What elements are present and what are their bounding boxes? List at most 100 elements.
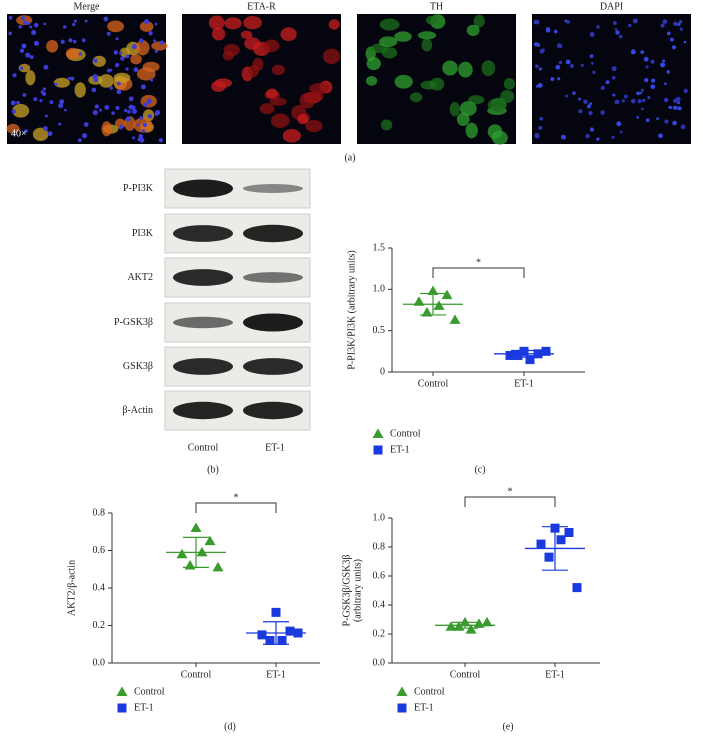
cell: [248, 64, 259, 78]
nucleus: [146, 98, 152, 104]
cell: [142, 61, 160, 72]
nucleus: [662, 19, 668, 24]
point: [285, 626, 295, 636]
blot-band: [173, 358, 233, 375]
nucleus: [557, 77, 561, 81]
error-bar: [420, 292, 446, 316]
nucleus: [677, 101, 681, 105]
nucleus: [535, 85, 539, 88]
y-axis-label: P-GSK3β/GSK3β: [341, 555, 352, 627]
x-tick-label: Control: [181, 669, 212, 680]
cell: [305, 119, 323, 133]
point: [413, 296, 425, 306]
nucleus: [115, 37, 119, 41]
cell: [328, 19, 340, 30]
nucleus: [123, 108, 128, 113]
nucleus: [19, 48, 25, 53]
nucleus: [155, 110, 161, 116]
nucleus: [111, 111, 115, 115]
nucleus: [663, 97, 669, 103]
nucleus: [120, 56, 125, 61]
cell: [381, 47, 398, 59]
nucleus: [630, 49, 636, 55]
nucleus: [78, 52, 82, 56]
nucleus: [660, 23, 665, 28]
cell: [135, 40, 150, 56]
cell: [466, 24, 480, 36]
nucleus: [12, 73, 17, 78]
blot-row-label: P-GSK3β: [114, 317, 153, 328]
nucleus: [99, 108, 102, 112]
nucleus: [550, 77, 555, 82]
nucleus: [42, 87, 47, 91]
nucleus: [142, 122, 148, 128]
nucleus: [49, 100, 54, 105]
nucleus: [680, 124, 686, 130]
cell: [366, 75, 378, 86]
blot-band: [243, 272, 303, 283]
nucleus: [94, 104, 99, 109]
nucleus: [669, 37, 674, 42]
point: [481, 616, 493, 627]
cell: [458, 61, 473, 78]
cell: [269, 97, 287, 106]
nucleus: [62, 25, 67, 29]
cell: [214, 78, 233, 88]
nucleus: [58, 122, 62, 126]
image-label: ETA-R: [247, 1, 276, 12]
cell: [417, 31, 437, 40]
image-label: TH: [430, 1, 443, 12]
nucleus: [8, 15, 13, 20]
cell: [53, 77, 70, 88]
nucleus: [650, 59, 655, 64]
nucleus: [93, 58, 98, 63]
cell: [224, 17, 242, 30]
point: [196, 546, 208, 557]
nucleus: [588, 110, 593, 116]
nucleus: [683, 88, 688, 94]
nucleus: [675, 96, 681, 102]
nucleus: [640, 50, 645, 55]
cell: [503, 77, 516, 90]
nucleus: [560, 134, 566, 140]
cell: [25, 70, 36, 86]
nucleus: [619, 130, 623, 134]
nucleus: [70, 76, 75, 81]
cell: [107, 20, 125, 33]
nucleus: [639, 91, 643, 95]
error-bar: [183, 536, 209, 568]
cell: [208, 15, 225, 31]
nucleus: [589, 127, 595, 132]
nucleus: [640, 88, 645, 92]
panel-label: (a): [344, 152, 355, 163]
nucleus: [33, 97, 38, 102]
nucleus: [679, 20, 683, 24]
significance-mark: *: [508, 486, 513, 497]
nucleus: [555, 64, 561, 70]
nucleus: [590, 62, 594, 65]
nucleus: [106, 31, 111, 36]
point: [397, 703, 407, 713]
x-tick-label: Control: [450, 669, 481, 680]
blot-band: [173, 179, 233, 198]
nucleus: [64, 108, 67, 112]
nucleus: [16, 100, 20, 105]
panel-label: (e): [502, 721, 513, 732]
nucleus: [154, 49, 158, 53]
point: [513, 350, 523, 360]
nucleus: [27, 22, 31, 25]
nucleus: [664, 119, 669, 124]
nucleus: [83, 122, 89, 127]
y-axis-label: P-PI3K/PI3K (arbitrary units): [346, 250, 357, 369]
point: [117, 703, 127, 713]
nucleus: [21, 43, 27, 49]
nucleus: [641, 98, 646, 103]
cell: [6, 123, 20, 134]
cell: [244, 37, 261, 50]
cell: [394, 74, 413, 89]
nucleus: [664, 82, 667, 85]
point: [396, 686, 408, 696]
legend-label: Control: [390, 428, 421, 439]
nucleus: [589, 32, 595, 37]
nucleus: [605, 80, 610, 85]
